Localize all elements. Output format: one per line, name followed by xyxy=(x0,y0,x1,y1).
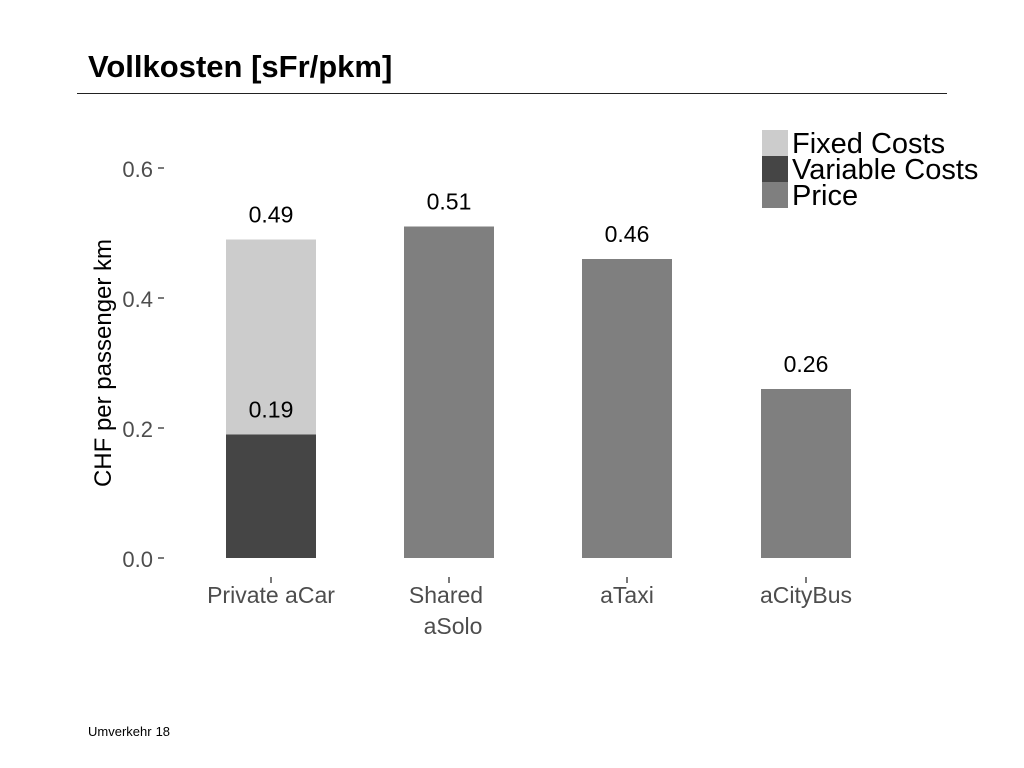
bar-price xyxy=(582,259,672,558)
y-axis: 0.0 0.2 0.4 0.6 xyxy=(122,157,164,572)
data-label: 0.19 xyxy=(249,397,294,423)
legend-label: Price xyxy=(792,180,858,212)
bar-variable-costs xyxy=(226,434,316,558)
x-tick-label-line2: aSolo xyxy=(424,613,483,639)
footer: Umverkehr 18 xyxy=(88,724,174,739)
data-label: 0.46 xyxy=(605,221,650,247)
bar-fixed-costs xyxy=(226,239,316,435)
data-labels: 0.49 0.19 0.51 0.46 0.26 xyxy=(249,189,829,423)
legend-label: Variable Costs xyxy=(792,154,978,186)
y-tick-label: 0.4 xyxy=(122,287,153,312)
bar-chart: 0.0 0.2 0.4 0.6 Private aCar Shared aSolo aTax… xyxy=(90,128,978,639)
title-divider xyxy=(77,93,947,94)
y-tick-label: 0.6 xyxy=(122,157,153,182)
x-tick-label: Private aCar xyxy=(207,582,335,608)
y-tick-label: 0.2 xyxy=(122,417,153,442)
data-label: 0.51 xyxy=(427,189,472,215)
bars xyxy=(226,226,851,558)
legend-swatch xyxy=(762,130,788,156)
y-axis-label: CHF per passenger km xyxy=(90,239,117,487)
legend-swatch xyxy=(762,182,788,208)
data-label: 0.49 xyxy=(249,202,294,228)
data-label: 0.26 xyxy=(784,351,829,377)
legend-label: Fixed Costs xyxy=(792,128,945,160)
legend-swatch xyxy=(762,156,788,182)
x-tick-label: aCityBus xyxy=(760,582,852,608)
page-number: 18 xyxy=(155,724,171,739)
y-tick-label: 0.0 xyxy=(122,547,153,572)
x-tick-label: aTaxi xyxy=(600,582,654,608)
bar-price xyxy=(404,226,494,558)
bar-price xyxy=(761,389,851,558)
slide-title: Vollkosten [sFr/pkm] xyxy=(88,49,393,84)
x-tick-label: Shared xyxy=(409,582,483,608)
x-axis: Private aCar Shared aSolo aTaxi aCityBus xyxy=(207,577,852,639)
footer-text: Umverkehr xyxy=(88,724,152,739)
